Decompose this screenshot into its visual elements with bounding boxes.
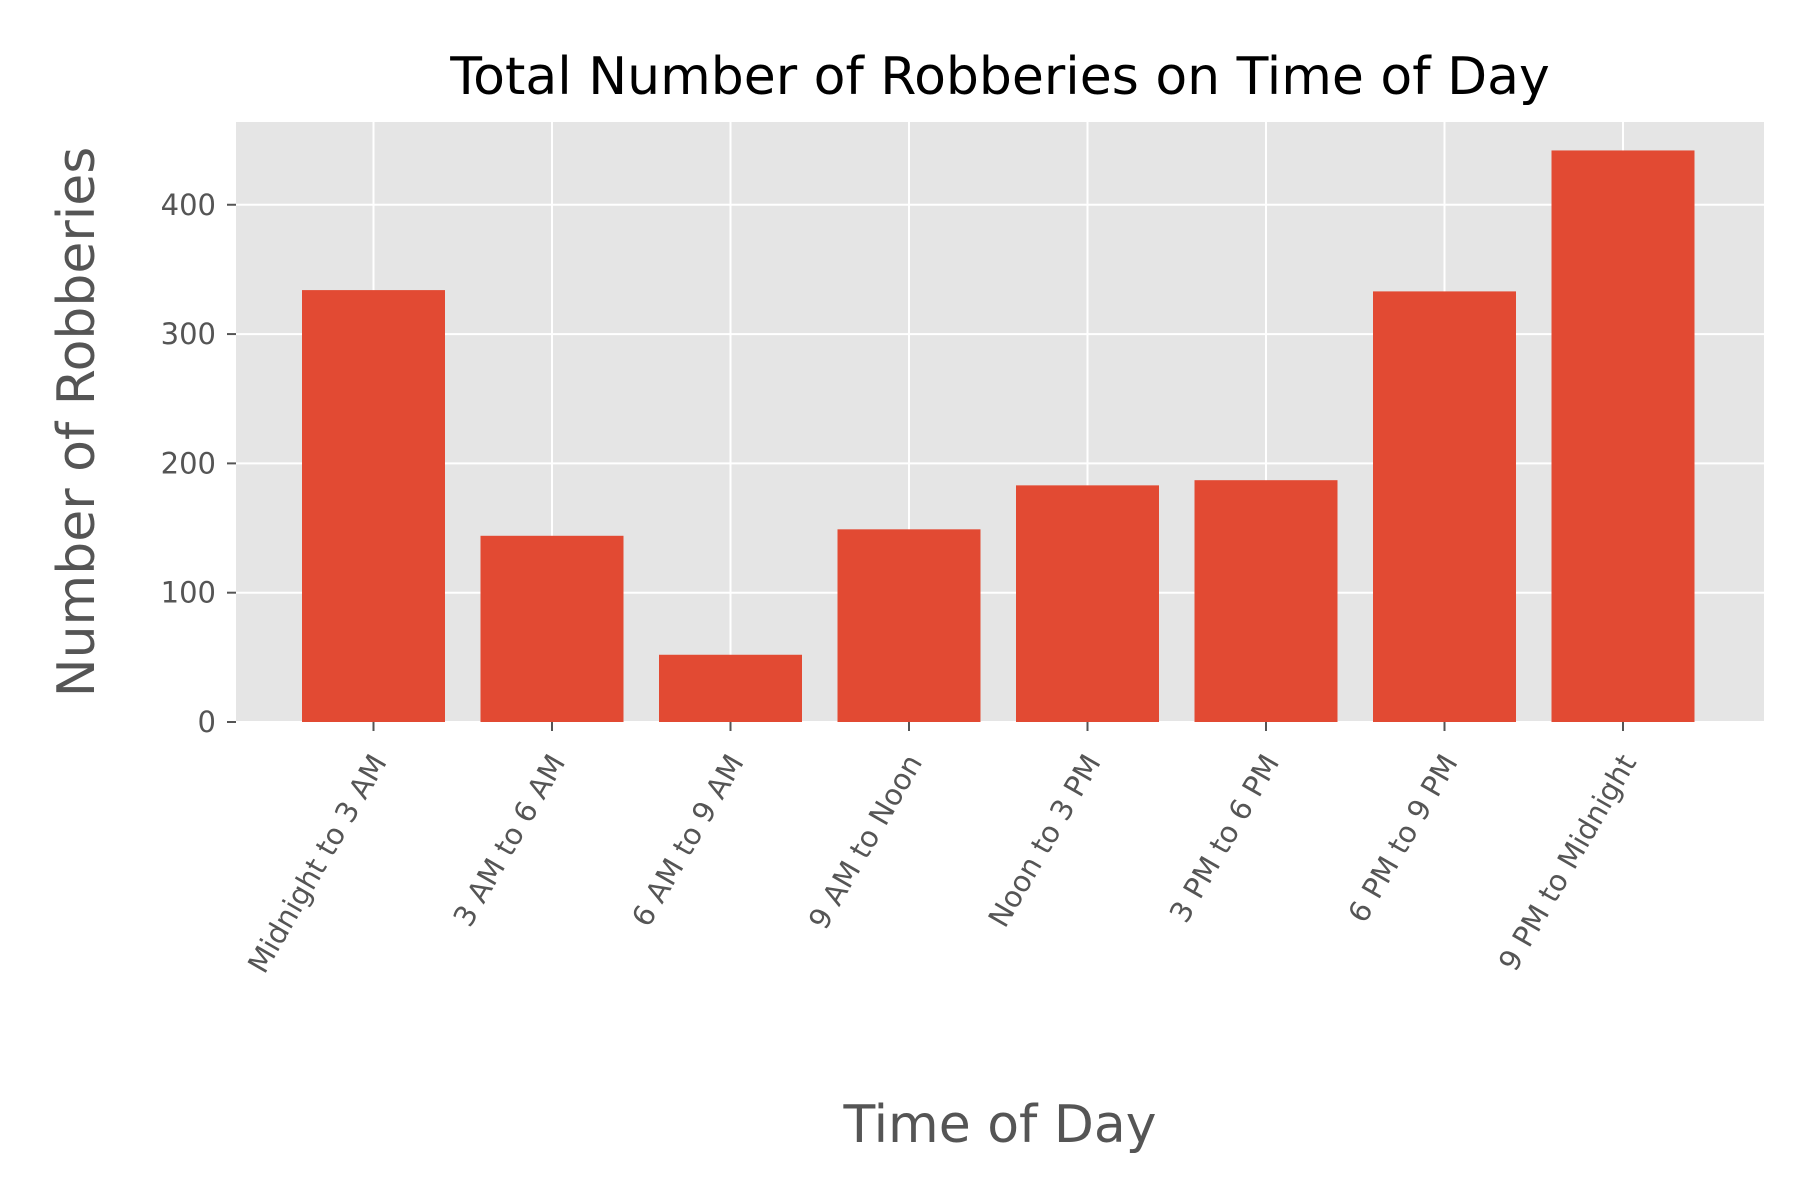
x-tick-label: 6 PM to 9 PM (1341, 749, 1464, 929)
bar (1551, 150, 1695, 723)
x-tick-label: 3 PM to 6 PM (1163, 749, 1286, 929)
y-axis: 0 100 200 300 400 (161, 188, 236, 739)
x-tick-label: Noon to 3 PM (981, 749, 1107, 933)
y-tick-label: 200 (161, 446, 216, 480)
y-tick-label: 0 (198, 705, 216, 739)
bar (659, 654, 802, 722)
x-axis-label: Time of Day (842, 1095, 1156, 1155)
chart-title: Total Number of Robberies on Time of Day (449, 47, 1550, 107)
x-tick-label: Midnight to 3 AM (241, 749, 394, 979)
bar (1373, 291, 1516, 722)
bar (1016, 485, 1159, 722)
bar (480, 535, 624, 722)
x-axis: Midnight to 3 AM 3 AM to 6 AM 6 AM to 9 AM… (241, 722, 1643, 979)
x-tick-label: 6 AM to 9 AM (625, 749, 751, 933)
x-tick-label: 3 AM to 6 AM (446, 749, 572, 933)
y-tick-label: 100 (161, 576, 216, 610)
y-tick-label: 400 (161, 188, 216, 222)
y-tick-label: 300 (161, 317, 216, 351)
bars (302, 150, 1695, 723)
bar (1194, 480, 1338, 722)
y-axis-label: Number of Robberies (47, 147, 107, 698)
plot-area (236, 122, 1764, 722)
bar (837, 529, 981, 722)
x-tick-label: 9 PM to Midnight (1492, 749, 1643, 977)
x-tick-label: 9 AM to Noon (802, 749, 929, 935)
bar (302, 290, 445, 722)
